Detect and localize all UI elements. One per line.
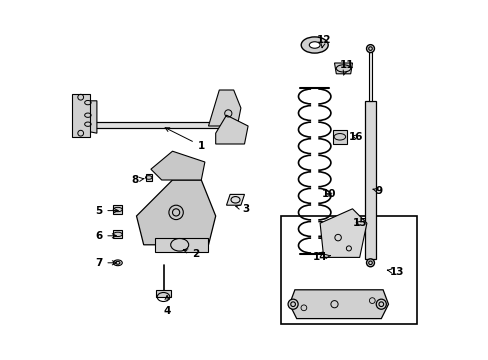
Polygon shape [334, 63, 352, 74]
Text: 3: 3 [235, 204, 249, 214]
Text: 13: 13 [386, 267, 404, 277]
Text: 10: 10 [321, 189, 336, 199]
Polygon shape [136, 180, 215, 245]
Polygon shape [79, 122, 226, 128]
Ellipse shape [309, 42, 320, 48]
Text: 6: 6 [95, 231, 116, 241]
Text: 7: 7 [95, 258, 116, 268]
Polygon shape [208, 90, 241, 126]
Text: 14: 14 [312, 252, 329, 262]
Text: 5: 5 [95, 206, 118, 216]
Text: 16: 16 [348, 132, 363, 142]
Text: 15: 15 [352, 218, 366, 228]
Polygon shape [156, 290, 170, 297]
Polygon shape [215, 115, 247, 144]
Polygon shape [332, 130, 346, 144]
Bar [145, 174, 152, 181]
Ellipse shape [301, 37, 327, 53]
Polygon shape [289, 290, 387, 319]
Ellipse shape [113, 260, 122, 266]
Polygon shape [72, 94, 89, 137]
Polygon shape [365, 101, 375, 259]
Text: 8: 8 [131, 175, 143, 185]
Polygon shape [320, 209, 366, 257]
Polygon shape [226, 194, 244, 205]
Polygon shape [151, 151, 204, 180]
Text: 12: 12 [316, 35, 330, 48]
Ellipse shape [287, 299, 298, 309]
Ellipse shape [375, 299, 386, 309]
Ellipse shape [366, 45, 374, 53]
Bar [113, 230, 122, 238]
Polygon shape [154, 238, 208, 252]
Bar [113, 205, 122, 214]
Text: 1: 1 [165, 128, 204, 151]
Ellipse shape [366, 259, 374, 267]
Polygon shape [79, 101, 97, 133]
Polygon shape [368, 52, 371, 101]
Text: 9: 9 [372, 186, 382, 196]
Text: 4: 4 [163, 296, 170, 316]
Bar [280, 216, 416, 324]
Text: 11: 11 [339, 60, 354, 75]
Text: 2: 2 [183, 249, 199, 259]
